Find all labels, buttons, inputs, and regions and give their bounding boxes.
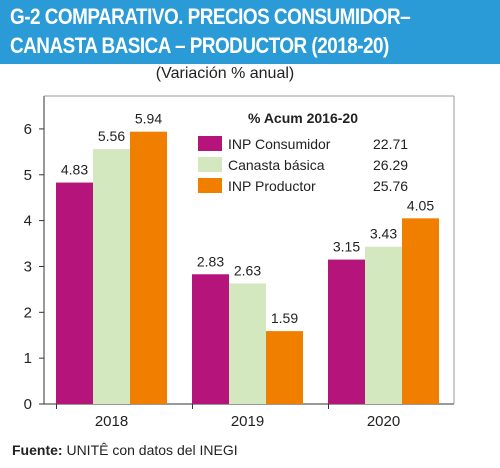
bar-chart: 0 1 2 3 4 5 6 4.83 5.56 5.94 2018 2.83 2.63 1.59 2019 3… (24, 95, 455, 430)
bar (266, 331, 303, 404)
bar-value-label: 2.63 (234, 262, 261, 278)
bar-value-label: 3.43 (370, 226, 397, 242)
bar-value-label: 5.94 (135, 111, 162, 127)
chart-header: G-2 COMPARATIVO. PRECIOS CONSUMIDOR– CAN… (0, 0, 500, 64)
y-tick-label: 1 (24, 350, 32, 367)
y-tick-label: 3 (24, 258, 32, 275)
bar (402, 218, 439, 404)
legend-value: 22.71 (373, 136, 408, 152)
x-tick-label: 2020 (367, 413, 400, 430)
source-text: UNITÊ con datos del INEGI (66, 442, 238, 458)
bar (328, 259, 365, 404)
legend-value: 26.29 (373, 157, 408, 173)
bar (365, 246, 402, 404)
legend-swatch (198, 178, 222, 193)
y-tick-label: 5 (24, 167, 32, 184)
bar (192, 274, 229, 404)
chart-subtitle: (Variación % anual) (155, 65, 295, 82)
bar (229, 283, 266, 404)
bar-value-label: 1.59 (271, 310, 298, 326)
y-tick-label: 0 (24, 396, 32, 413)
y-tick-label: 6 (24, 121, 32, 138)
bar (130, 131, 167, 405)
chart-title-line-2: CANASTA BASICA – PRODUCTOR (2018-20) (10, 33, 389, 58)
bar (56, 182, 93, 404)
legend-swatch (198, 136, 222, 151)
bar-value-label: 2.83 (197, 253, 224, 269)
legend-swatch (198, 157, 222, 172)
y-tick-label: 4 (24, 213, 32, 230)
bar-value-label: 5.56 (98, 128, 125, 144)
legend-value: 25.76 (373, 178, 408, 194)
source-note: Fuente: UNITÊ con datos del INEGI (12, 442, 238, 458)
x-tick-label: 2018 (95, 413, 128, 430)
chart-title-line-1: G-2 COMPARATIVO. PRECIOS CONSUMIDOR– (10, 4, 411, 29)
bar-value-label: 4.05 (407, 197, 434, 213)
legend-label: INP Productor (228, 178, 316, 194)
bar-value-label: 4.83 (61, 162, 88, 178)
source-label: Fuente: (12, 442, 63, 458)
bar-value-label: 3.15 (333, 239, 360, 255)
legend-label: Canasta básica (228, 157, 325, 173)
y-tick-label: 2 (24, 304, 32, 321)
bar (93, 149, 130, 404)
x-tick-label: 2019 (231, 413, 264, 430)
legend-label: INP Consumidor (228, 136, 331, 152)
legend-title: % Acum 2016-20 (248, 110, 358, 126)
